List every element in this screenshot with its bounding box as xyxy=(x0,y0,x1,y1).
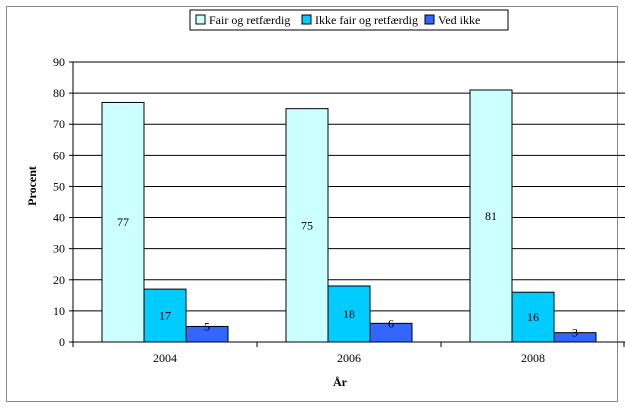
y-tick-label: 90 xyxy=(53,55,65,69)
x-axis-title: År xyxy=(333,375,348,389)
y-axis-title: Procent xyxy=(25,166,39,206)
legend-swatch xyxy=(424,14,435,25)
y-tick-label: 50 xyxy=(53,179,65,193)
y-tick-label: 30 xyxy=(53,242,65,256)
legend-swatch xyxy=(301,14,312,25)
x-tick-label: 2006 xyxy=(337,351,361,365)
data-label: 6 xyxy=(388,316,394,330)
x-tick-label: 2004 xyxy=(153,351,177,365)
data-label: 16 xyxy=(527,310,539,324)
data-label: 5 xyxy=(204,319,210,333)
data-label: 75 xyxy=(301,218,313,232)
plot-area: 0 10 20 30 40 50 60 70 80 90 77 17 5 2004 75 18 6 2006 81 1… xyxy=(53,55,625,365)
data-label: 81 xyxy=(485,209,497,223)
legend-label: Ved ikke xyxy=(438,13,480,27)
legend-label: Ikke fair og retfærdig xyxy=(315,13,418,27)
legend-label: Fair og retfærdig xyxy=(209,13,290,27)
bar xyxy=(511,291,555,343)
y-tick-label: 0 xyxy=(59,335,65,349)
data-label: 18 xyxy=(343,307,355,321)
bar xyxy=(469,89,513,343)
data-label: 3 xyxy=(572,326,578,340)
legend-swatch xyxy=(195,14,206,25)
y-tick-label: 60 xyxy=(53,148,65,162)
bar xyxy=(285,108,329,343)
x-tick-label: 2008 xyxy=(521,351,545,365)
legend: Fair og retfærdig Ikke fair og retfærdig V… xyxy=(189,9,509,31)
data-label: 77 xyxy=(117,215,129,229)
y-tick-label: 80 xyxy=(53,86,65,100)
y-tick-label: 10 xyxy=(53,304,65,318)
y-tick-label: 70 xyxy=(53,117,65,131)
data-label: 17 xyxy=(159,309,171,323)
y-tick-label: 40 xyxy=(53,211,65,225)
y-tick-label: 20 xyxy=(53,273,65,287)
